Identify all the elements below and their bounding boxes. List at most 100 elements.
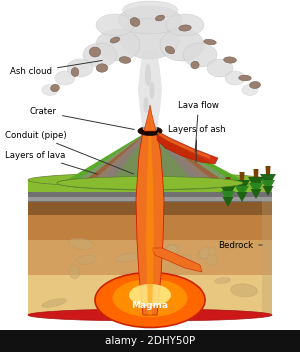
Polygon shape	[260, 174, 276, 188]
Polygon shape	[136, 131, 164, 315]
Polygon shape	[28, 197, 272, 201]
Polygon shape	[152, 248, 202, 272]
Polygon shape	[81, 130, 226, 183]
Polygon shape	[28, 202, 272, 215]
Polygon shape	[266, 166, 271, 176]
Ellipse shape	[191, 61, 199, 69]
Text: Ash cloud: Ash cloud	[10, 61, 102, 76]
Polygon shape	[0, 330, 300, 352]
Ellipse shape	[190, 286, 201, 294]
Ellipse shape	[67, 59, 93, 77]
Polygon shape	[28, 192, 272, 197]
Polygon shape	[28, 215, 272, 240]
Ellipse shape	[116, 253, 140, 262]
Ellipse shape	[228, 243, 241, 249]
Polygon shape	[110, 130, 194, 183]
Polygon shape	[236, 192, 247, 202]
Polygon shape	[90, 130, 217, 183]
Ellipse shape	[147, 244, 170, 254]
Ellipse shape	[96, 14, 134, 36]
Polygon shape	[220, 185, 236, 199]
Polygon shape	[28, 180, 272, 192]
Ellipse shape	[183, 43, 217, 67]
Ellipse shape	[138, 126, 162, 136]
Polygon shape	[239, 172, 244, 182]
Text: Layers of ash: Layers of ash	[168, 126, 226, 162]
Text: Lava flow: Lava flow	[178, 101, 219, 152]
Ellipse shape	[230, 284, 257, 297]
Ellipse shape	[250, 82, 260, 88]
Polygon shape	[157, 132, 210, 159]
Polygon shape	[157, 131, 218, 164]
Ellipse shape	[96, 29, 140, 61]
Ellipse shape	[83, 43, 117, 67]
Ellipse shape	[89, 47, 101, 57]
Ellipse shape	[206, 254, 218, 265]
Ellipse shape	[28, 173, 272, 187]
Ellipse shape	[55, 71, 75, 85]
Text: Magma: Magma	[131, 301, 169, 309]
Ellipse shape	[110, 37, 120, 43]
Polygon shape	[221, 191, 235, 203]
Ellipse shape	[51, 84, 59, 92]
Ellipse shape	[149, 81, 154, 99]
Polygon shape	[248, 177, 264, 191]
Polygon shape	[146, 131, 154, 315]
Polygon shape	[250, 189, 262, 199]
Text: Conduit (pipe): Conduit (pipe)	[5, 131, 134, 174]
Polygon shape	[234, 180, 250, 194]
Ellipse shape	[225, 71, 245, 85]
Polygon shape	[73, 130, 236, 183]
Ellipse shape	[118, 6, 182, 34]
Ellipse shape	[143, 97, 148, 113]
Polygon shape	[28, 240, 272, 275]
Ellipse shape	[42, 299, 66, 307]
Polygon shape	[254, 169, 259, 179]
Polygon shape	[62, 130, 248, 183]
Polygon shape	[28, 275, 272, 315]
Polygon shape	[262, 180, 272, 315]
Polygon shape	[138, 50, 162, 130]
Polygon shape	[226, 177, 230, 187]
Ellipse shape	[42, 84, 58, 95]
Ellipse shape	[200, 247, 209, 259]
Ellipse shape	[112, 279, 188, 317]
Ellipse shape	[166, 244, 177, 258]
Ellipse shape	[166, 14, 204, 36]
Ellipse shape	[160, 29, 204, 61]
Ellipse shape	[129, 284, 171, 306]
Ellipse shape	[122, 1, 178, 19]
Polygon shape	[28, 192, 272, 202]
Ellipse shape	[96, 64, 108, 72]
Polygon shape	[99, 130, 207, 183]
Polygon shape	[249, 183, 263, 195]
Ellipse shape	[69, 266, 80, 279]
Polygon shape	[261, 180, 275, 192]
Ellipse shape	[165, 46, 175, 54]
Ellipse shape	[77, 255, 96, 264]
Ellipse shape	[95, 272, 205, 327]
Ellipse shape	[215, 278, 230, 283]
Polygon shape	[262, 186, 274, 196]
Ellipse shape	[71, 68, 79, 76]
Ellipse shape	[145, 64, 151, 86]
Ellipse shape	[28, 309, 272, 321]
Ellipse shape	[204, 39, 216, 45]
Ellipse shape	[155, 15, 164, 21]
Text: Bedrock: Bedrock	[218, 240, 262, 250]
Ellipse shape	[119, 57, 131, 63]
Text: alamy - 2DHY50P: alamy - 2DHY50P	[105, 336, 195, 346]
Ellipse shape	[207, 59, 233, 77]
Ellipse shape	[179, 25, 191, 31]
Ellipse shape	[120, 17, 180, 59]
Ellipse shape	[242, 84, 258, 95]
Text: Crater: Crater	[30, 107, 134, 130]
Ellipse shape	[57, 176, 243, 190]
Text: Layers of lava: Layers of lava	[5, 151, 97, 174]
Ellipse shape	[173, 255, 192, 265]
Polygon shape	[144, 105, 156, 131]
Ellipse shape	[130, 18, 140, 26]
Ellipse shape	[104, 281, 126, 294]
Ellipse shape	[57, 176, 243, 189]
Ellipse shape	[198, 247, 216, 259]
